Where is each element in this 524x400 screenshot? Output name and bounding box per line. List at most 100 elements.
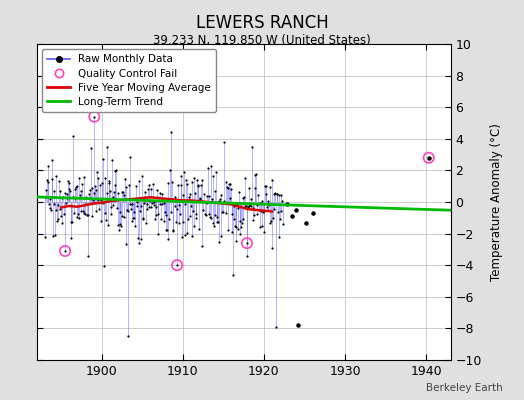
Point bbox=[157, 216, 165, 222]
Point bbox=[229, 272, 237, 278]
Point bbox=[212, 169, 220, 176]
Point bbox=[259, 229, 268, 235]
Point bbox=[152, 204, 160, 210]
Point bbox=[69, 133, 77, 140]
Point bbox=[53, 202, 62, 208]
Point bbox=[231, 223, 239, 229]
Point bbox=[189, 208, 197, 215]
Point bbox=[179, 192, 188, 199]
Point bbox=[282, 201, 291, 208]
Point bbox=[106, 211, 115, 217]
Point bbox=[149, 201, 158, 208]
Point bbox=[210, 223, 218, 229]
Point bbox=[156, 190, 164, 196]
Point bbox=[108, 157, 116, 164]
Point bbox=[198, 243, 206, 249]
Point bbox=[182, 177, 190, 184]
Point bbox=[263, 204, 271, 210]
Point bbox=[256, 200, 265, 206]
Point bbox=[161, 208, 169, 215]
Point bbox=[56, 188, 64, 194]
Point bbox=[143, 201, 151, 207]
Point bbox=[272, 191, 281, 198]
Point bbox=[264, 207, 272, 214]
Point bbox=[141, 194, 149, 200]
Point bbox=[67, 235, 75, 242]
Point bbox=[165, 216, 173, 222]
Point bbox=[211, 188, 219, 194]
Point bbox=[192, 210, 201, 217]
Point bbox=[63, 191, 71, 197]
Point bbox=[193, 176, 201, 183]
Point bbox=[150, 198, 158, 205]
Point bbox=[62, 195, 71, 201]
Point bbox=[82, 194, 91, 201]
Point bbox=[243, 253, 252, 259]
Point bbox=[227, 185, 235, 192]
Point bbox=[191, 189, 199, 196]
Point bbox=[83, 212, 91, 218]
Point bbox=[187, 202, 195, 209]
Point bbox=[101, 210, 110, 216]
Point bbox=[122, 241, 130, 248]
Point bbox=[252, 170, 260, 177]
Point bbox=[302, 219, 310, 226]
Point bbox=[134, 178, 143, 184]
Point bbox=[226, 181, 235, 187]
Point bbox=[68, 218, 76, 225]
Point bbox=[232, 238, 241, 244]
Point bbox=[74, 175, 83, 182]
Point bbox=[177, 182, 185, 189]
Point bbox=[90, 114, 99, 120]
Point bbox=[257, 208, 265, 214]
Point bbox=[112, 167, 121, 174]
Point bbox=[43, 179, 52, 185]
Point bbox=[119, 192, 128, 198]
Point bbox=[292, 207, 301, 213]
Point bbox=[151, 216, 159, 222]
Point bbox=[103, 144, 112, 150]
Point bbox=[87, 145, 95, 152]
Point bbox=[45, 200, 53, 207]
Point bbox=[173, 262, 181, 268]
Point bbox=[173, 262, 181, 268]
Point bbox=[194, 182, 203, 188]
Point bbox=[237, 224, 245, 230]
Point bbox=[111, 182, 119, 188]
Point bbox=[179, 218, 187, 225]
Point bbox=[46, 205, 54, 212]
Point bbox=[211, 212, 220, 218]
Point bbox=[49, 200, 58, 207]
Point bbox=[250, 184, 259, 191]
Point bbox=[288, 213, 297, 220]
Point bbox=[294, 322, 302, 328]
Point bbox=[72, 183, 81, 190]
Point bbox=[55, 178, 63, 184]
Point bbox=[188, 233, 196, 240]
Point bbox=[268, 245, 277, 251]
Point bbox=[144, 186, 152, 192]
Point bbox=[168, 179, 176, 186]
Point bbox=[118, 189, 126, 196]
Point bbox=[129, 208, 138, 215]
Point bbox=[276, 216, 284, 222]
Point bbox=[121, 176, 129, 183]
Point bbox=[190, 223, 199, 230]
Point bbox=[258, 198, 266, 204]
Point bbox=[277, 208, 286, 214]
Point bbox=[135, 240, 144, 247]
Point bbox=[136, 202, 145, 209]
Point bbox=[227, 228, 236, 235]
Point bbox=[92, 208, 101, 214]
Point bbox=[195, 195, 204, 201]
Point bbox=[67, 219, 75, 225]
Point bbox=[198, 177, 206, 184]
Point bbox=[140, 200, 148, 207]
Point bbox=[93, 168, 101, 175]
Point bbox=[264, 198, 272, 204]
Point bbox=[130, 214, 139, 221]
Point bbox=[208, 196, 216, 202]
Point bbox=[133, 203, 141, 209]
Point bbox=[170, 194, 179, 200]
Point bbox=[138, 173, 146, 179]
